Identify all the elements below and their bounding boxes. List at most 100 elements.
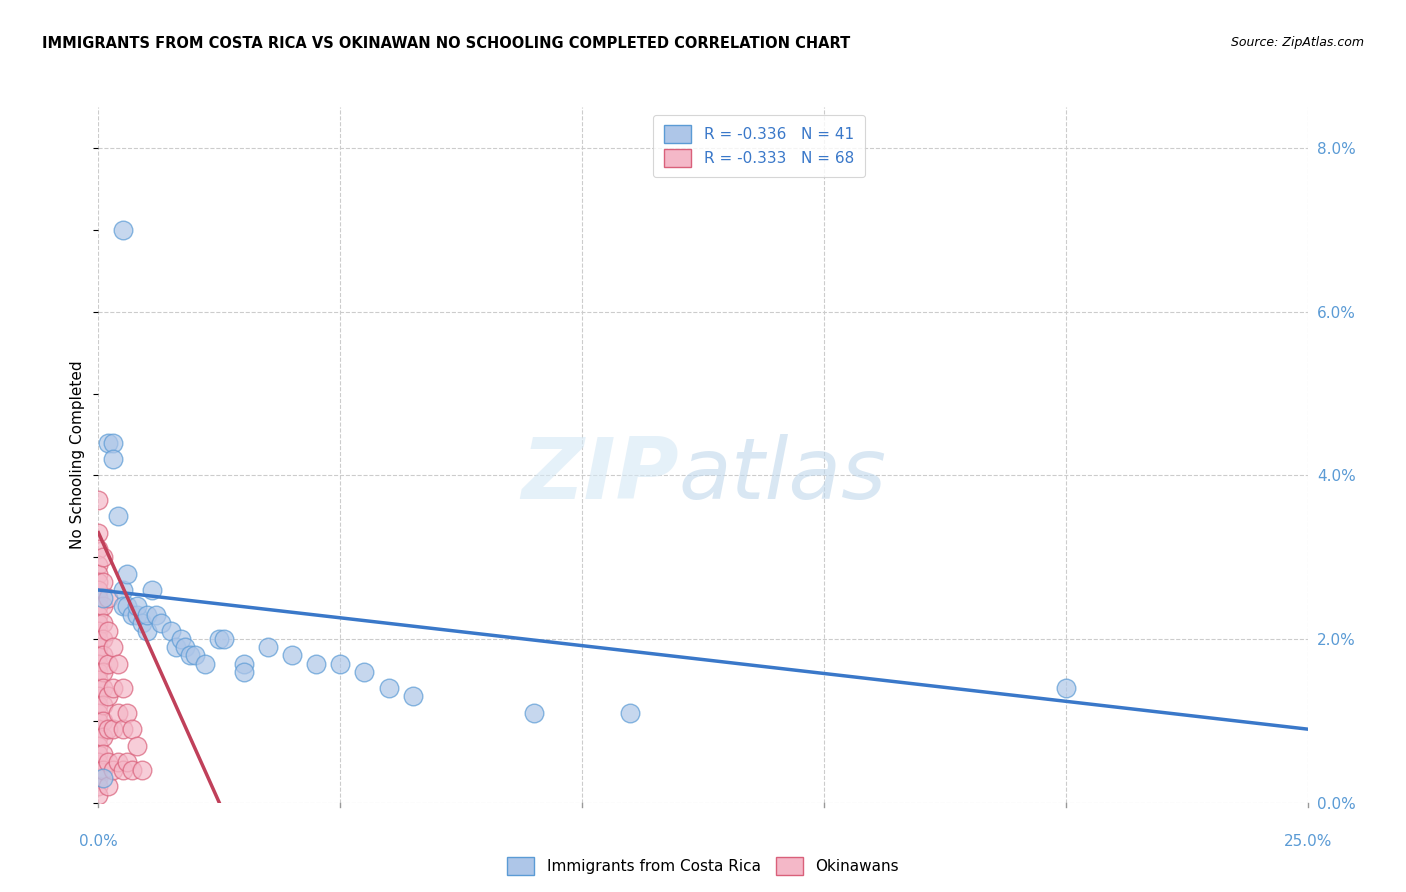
Text: ZIP: ZIP xyxy=(522,434,679,517)
Point xyxy=(87,690,110,704)
Point xyxy=(329,657,352,671)
Point xyxy=(87,624,110,638)
Point xyxy=(87,648,110,663)
Point xyxy=(101,681,124,696)
Point xyxy=(523,706,546,720)
Point xyxy=(131,763,153,777)
Point xyxy=(353,665,375,679)
Point xyxy=(101,722,124,736)
Text: IMMIGRANTS FROM COSTA RICA VS OKINAWAN NO SCHOOLING COMPLETED CORRELATION CHART: IMMIGRANTS FROM COSTA RICA VS OKINAWAN N… xyxy=(42,36,851,51)
Point xyxy=(87,574,110,589)
Point xyxy=(107,657,129,671)
Point xyxy=(91,648,114,663)
Point xyxy=(87,763,110,777)
Point xyxy=(174,640,197,655)
Point xyxy=(91,632,114,646)
Point xyxy=(281,648,304,663)
Point xyxy=(111,582,134,597)
Point xyxy=(101,763,124,777)
Point xyxy=(87,739,110,753)
Point xyxy=(87,731,110,745)
Point xyxy=(91,591,114,606)
Point xyxy=(107,755,129,769)
Text: atlas: atlas xyxy=(679,434,887,517)
Point xyxy=(184,648,207,663)
Point xyxy=(87,582,110,597)
Point xyxy=(117,566,139,581)
Point xyxy=(1054,681,1077,696)
Point xyxy=(87,591,110,606)
Point xyxy=(91,615,114,630)
Point xyxy=(135,624,157,638)
Point xyxy=(117,706,139,720)
Point xyxy=(87,780,110,794)
Point xyxy=(91,731,114,745)
Point xyxy=(402,690,425,704)
Point xyxy=(97,722,120,736)
Point xyxy=(127,739,149,753)
Point xyxy=(97,435,120,450)
Point xyxy=(127,599,149,614)
Y-axis label: No Schooling Completed: No Schooling Completed xyxy=(70,360,86,549)
Text: 25.0%: 25.0% xyxy=(1284,834,1331,849)
Point xyxy=(135,607,157,622)
Point xyxy=(87,657,110,671)
Point xyxy=(87,755,110,769)
Point xyxy=(212,632,235,646)
Point xyxy=(377,681,399,696)
Point xyxy=(91,550,114,565)
Point xyxy=(91,714,114,728)
Point xyxy=(169,632,191,646)
Point xyxy=(165,640,187,655)
Text: Source: ZipAtlas.com: Source: ZipAtlas.com xyxy=(1230,36,1364,49)
Point xyxy=(97,755,120,769)
Point xyxy=(121,722,143,736)
Point xyxy=(87,599,110,614)
Point xyxy=(111,223,134,237)
Point xyxy=(150,615,173,630)
Point xyxy=(87,681,110,696)
Point xyxy=(619,706,641,720)
Point xyxy=(127,607,149,622)
Point xyxy=(87,525,110,540)
Point xyxy=(87,615,110,630)
Point xyxy=(87,771,110,785)
Point xyxy=(232,665,254,679)
Point xyxy=(91,747,114,761)
Point xyxy=(97,780,120,794)
Point xyxy=(91,681,114,696)
Point xyxy=(91,574,114,589)
Point xyxy=(87,788,110,802)
Point xyxy=(97,690,120,704)
Point xyxy=(111,722,134,736)
Point xyxy=(111,681,134,696)
Point xyxy=(97,624,120,638)
Point xyxy=(111,599,134,614)
Point xyxy=(91,698,114,712)
Point xyxy=(121,763,143,777)
Point xyxy=(87,607,110,622)
Point xyxy=(87,632,110,646)
Point xyxy=(232,657,254,671)
Point xyxy=(194,657,217,671)
Point xyxy=(87,492,110,507)
Point xyxy=(87,640,110,655)
Point xyxy=(91,763,114,777)
Point xyxy=(117,755,139,769)
Point xyxy=(87,747,110,761)
Point xyxy=(87,673,110,687)
Point xyxy=(117,599,139,614)
Point xyxy=(87,714,110,728)
Point xyxy=(87,665,110,679)
Point xyxy=(91,599,114,614)
Point xyxy=(87,558,110,573)
Point xyxy=(91,771,114,785)
Legend: Immigrants from Costa Rica, Okinawans: Immigrants from Costa Rica, Okinawans xyxy=(496,847,910,886)
Point xyxy=(101,640,124,655)
Point xyxy=(97,591,120,606)
Point xyxy=(107,706,129,720)
Point xyxy=(305,657,328,671)
Point xyxy=(101,452,124,467)
Text: 0.0%: 0.0% xyxy=(79,834,118,849)
Point xyxy=(111,763,134,777)
